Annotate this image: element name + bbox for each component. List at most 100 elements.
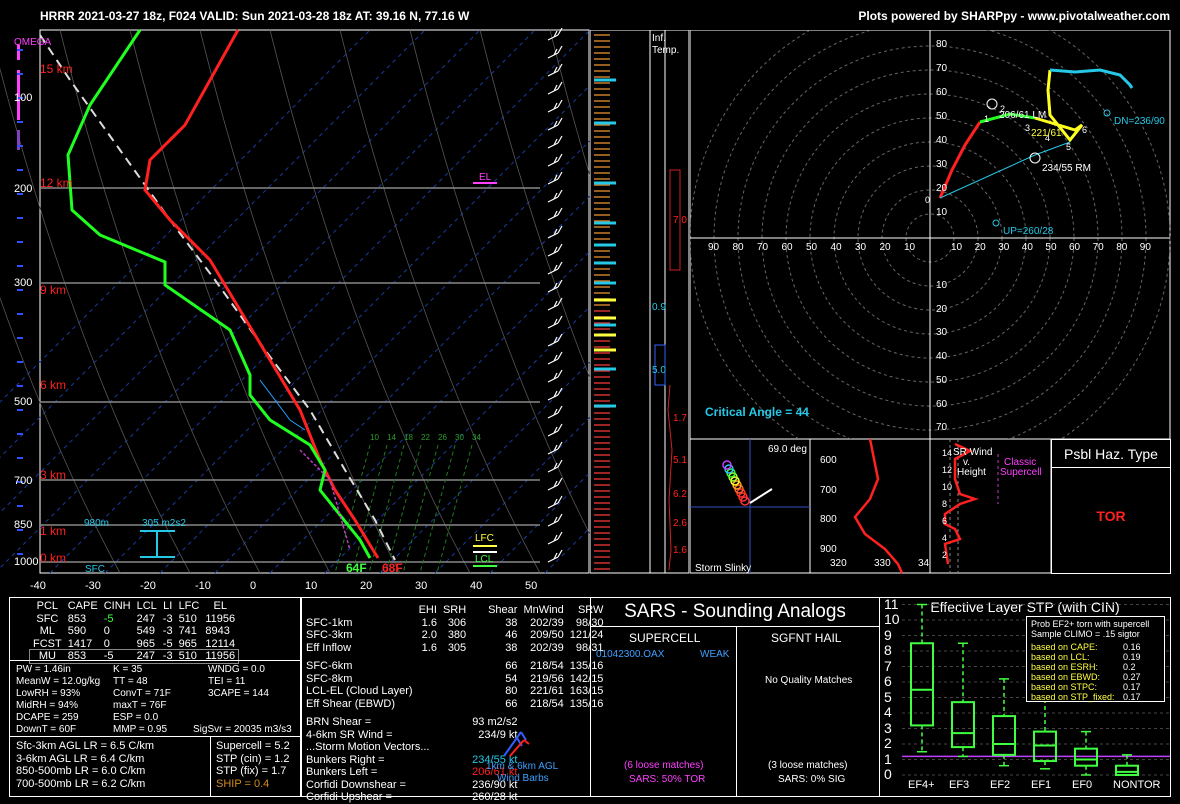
parcel-cell: MU bbox=[38, 650, 56, 662]
barb-label-2: Wind Barbs bbox=[497, 773, 549, 784]
stp-x-tick: EF4+ bbox=[908, 779, 935, 791]
temp-tick: 20 bbox=[360, 580, 373, 592]
parcel-cell: SFC bbox=[36, 612, 59, 625]
index-value: ESP = 0.0 bbox=[113, 712, 159, 723]
stp-prob-row: based on ESRH: 0.2 bbox=[1031, 662, 1160, 672]
thermo-panel: PCL CAPE CINH LCL LI LFC EL SFC 853 -5 247 -3 510 119… bbox=[9, 597, 302, 797]
hodo-x-tick: 40 bbox=[830, 242, 842, 253]
height-label: 3 km bbox=[40, 468, 67, 482]
kin-cell: 305 bbox=[447, 641, 467, 654]
wetbulb-tick: 22 bbox=[421, 433, 430, 442]
kin-cell: 221/61 bbox=[530, 685, 564, 697]
hodo-x-tick: 20 bbox=[879, 242, 891, 253]
kin-cell bbox=[440, 685, 469, 698]
kin-cell: 206/61 kt bbox=[472, 766, 518, 778]
dewpoint-line bbox=[66, 29, 372, 559]
header-title: HRRR 2021-03-27 18z, F024 VALID: Sun 202… bbox=[40, 9, 470, 23]
index-value: DCAPE = 259 bbox=[16, 712, 79, 723]
sars-hail-loose: (3 loose matches) bbox=[768, 760, 848, 771]
kin-cell: SFC-1km bbox=[306, 616, 353, 629]
hodo-x-tick: 30 bbox=[998, 242, 1010, 253]
stp-title: Effective Layer STP (with CIN) bbox=[930, 599, 1120, 615]
parcel-cell: 965 bbox=[178, 637, 197, 650]
hodo-y-tick: 40 bbox=[936, 135, 948, 146]
index-value: TT = 48 bbox=[113, 676, 148, 687]
sars-hail-pct: SARS: 0% SIG bbox=[778, 774, 846, 785]
index-value: ConvT = 71F bbox=[113, 688, 171, 699]
stp-x-tick: EF0 bbox=[1072, 779, 1093, 791]
srw-h-tick: 4 bbox=[942, 533, 948, 543]
temp-tick: -10 bbox=[195, 580, 211, 592]
srw-h-tick: 10 bbox=[942, 482, 953, 492]
kin-cell bbox=[416, 660, 440, 673]
inf-label-2: Temp. bbox=[652, 45, 680, 56]
kinematic-panel: EHI SRH Shear MnWind SRW SFC-1km 1.6 306 38 202/3… bbox=[300, 597, 603, 803]
index-value: MeanW = 12.0g/kg bbox=[16, 676, 101, 687]
index-value: maxT = 76F bbox=[113, 700, 167, 711]
parcel-cell: -5 bbox=[103, 650, 114, 662]
kin-row: Eff Shear (EBWD) 66 218/54 135/16 bbox=[303, 698, 606, 711]
index-value: PW = 1.46in bbox=[16, 664, 71, 675]
kin-cell: 46 bbox=[505, 629, 518, 641]
sars-match: 01042300.OAX bbox=[596, 649, 665, 660]
inf-temp-panel bbox=[590, 30, 690, 574]
stp-box-2 bbox=[992, 678, 1016, 767]
srw-supercell: Supercell bbox=[1000, 467, 1042, 478]
kin-cell: 380 bbox=[447, 629, 467, 641]
stp-x-tick: NONTOR bbox=[1113, 779, 1161, 791]
pressure-label: 850 bbox=[14, 519, 33, 531]
srw-sub2: Height bbox=[957, 467, 986, 478]
sars-title: SARS - Sounding Analogs bbox=[624, 601, 846, 622]
hodo-rm-label: 234/55 RM bbox=[1042, 163, 1091, 174]
kin-header: EHI SRH Shear MnWind SRW bbox=[303, 604, 606, 617]
kin-cell: 306 bbox=[447, 616, 467, 629]
sfc-label: SFC bbox=[85, 564, 105, 575]
sfc-dewpoint: 64F bbox=[346, 561, 367, 575]
temp-tick: -30 bbox=[85, 580, 101, 592]
lcl-label: LCL bbox=[475, 554, 494, 565]
hodo-x-tick: 80 bbox=[732, 242, 744, 253]
temp-tick: 40 bbox=[470, 580, 483, 592]
temp-tick: 50 bbox=[525, 580, 538, 592]
composite-param: STP (cin) = 1.2 bbox=[216, 752, 290, 765]
composite-param: SHIP = 0.4 bbox=[216, 777, 270, 790]
kin-cell: MnWind bbox=[523, 604, 564, 616]
hodo-x-tick: 20 bbox=[974, 242, 986, 253]
pressure-label: 700 bbox=[14, 475, 33, 487]
critical-angle: Critical Angle = 44 bbox=[705, 405, 809, 419]
el-label: EL bbox=[479, 172, 492, 183]
theta-x-tick: 320 bbox=[830, 558, 847, 569]
kin-cell: 142/15 bbox=[569, 672, 604, 685]
hodo-y-tick: 30 bbox=[936, 159, 948, 170]
sars-sup-loose: (6 loose matches) bbox=[624, 760, 704, 771]
kin-cell bbox=[440, 673, 469, 686]
parcel-cell: 0 bbox=[103, 637, 110, 650]
stp-y-tick: 3 bbox=[884, 719, 892, 736]
srw-title: SR Wind bbox=[953, 447, 993, 458]
svg-text:2: 2 bbox=[1000, 104, 1005, 114]
storm-vector: Bunkers Left = 206/61 kt bbox=[303, 766, 606, 779]
kin-cell: 219/56 bbox=[530, 672, 564, 685]
stp-y-tick: 8 bbox=[884, 642, 892, 658]
parcel-cell: 510 bbox=[178, 650, 197, 662]
kin-cell: Eff Shear (EBWD) bbox=[306, 697, 396, 710]
inflow-srh: 305 m2s2 bbox=[142, 518, 186, 529]
kin-cell: LCL-EL (Cloud Layer) bbox=[306, 685, 413, 697]
theta-x-tick: 340 bbox=[918, 558, 935, 569]
height-label: 6 km bbox=[40, 378, 67, 392]
srw-classic: Classic bbox=[1004, 457, 1037, 468]
kin-cell bbox=[416, 698, 440, 711]
kin-cell bbox=[440, 766, 469, 779]
index-value: MMP = 0.95 bbox=[113, 724, 168, 735]
kin-row: SFC-8km 54 219/56 142/15 bbox=[303, 673, 606, 686]
stp-box-5 bbox=[1115, 754, 1139, 776]
stp-y-tick: 5 bbox=[884, 688, 892, 705]
temperature-line bbox=[143, 29, 380, 559]
skewt-chart bbox=[0, 28, 590, 574]
stp-y-tick: 0 bbox=[884, 766, 892, 782]
stp-prob-label: based on CAPE: bbox=[1031, 642, 1098, 652]
kin-cell: 4-6km SR Wind = bbox=[306, 728, 393, 741]
kin-row: SFC-3km 2.0 380 46 209/50 121/24 bbox=[303, 629, 606, 642]
hodo-y-tick: 30 bbox=[936, 327, 948, 339]
sars-supercell: SUPERCELL bbox=[629, 631, 701, 645]
